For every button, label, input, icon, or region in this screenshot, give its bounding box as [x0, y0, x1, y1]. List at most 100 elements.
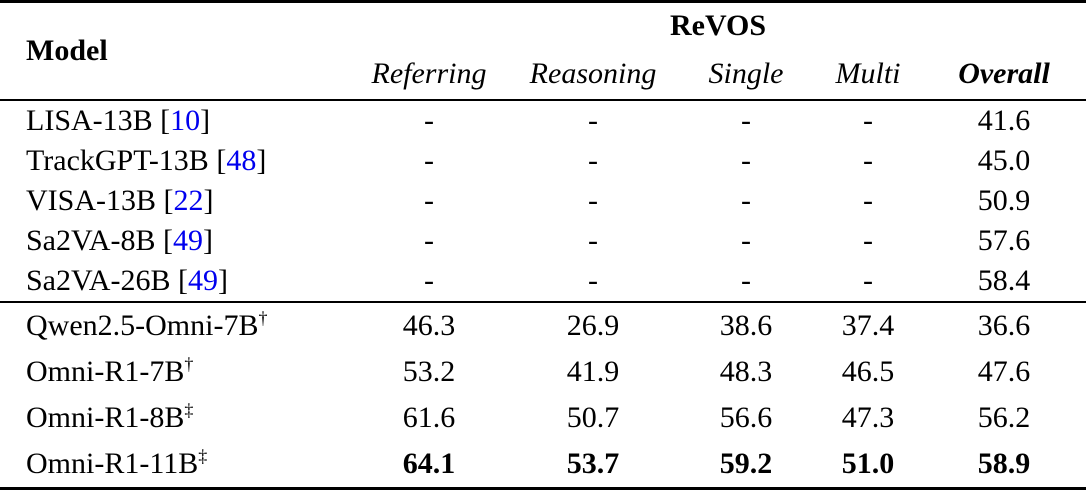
- citation-link[interactable]: 10: [170, 104, 201, 137]
- value-cell-referring: -: [424, 184, 434, 217]
- value-cell-reasoning: 26.9: [508, 301, 678, 349]
- value-cell-single: -: [741, 264, 751, 297]
- double-dagger-marker: ‡: [198, 446, 208, 466]
- model-name-cell: Omni-R1-11B‡: [0, 441, 350, 489]
- value-cell-single: 56.6: [719, 401, 773, 434]
- value-cell-referring: -: [424, 104, 434, 137]
- citation-bracket: [: [163, 184, 174, 217]
- value-cell-multi: 47.3: [841, 401, 895, 434]
- column-header-model: Model: [0, 1, 350, 101]
- value-cell-referring: -: [424, 224, 434, 257]
- citation-bracket: [: [160, 104, 171, 137]
- value-cell-reasoning: 41.9: [566, 355, 620, 388]
- column-header-overall: Overall: [922, 49, 1086, 101]
- value-cell-single: 48.3: [719, 355, 773, 388]
- value-cell-overall: 57.6: [977, 224, 1031, 257]
- value-cell-reasoning: -: [588, 144, 598, 177]
- model-name-cell: VISA-13B [22]: [0, 181, 350, 221]
- citation-link[interactable]: 49: [187, 264, 218, 297]
- value-cell-reasoning: 50.7: [566, 401, 620, 434]
- model-name: VISA-13B: [26, 184, 157, 217]
- citation-bracket: ]: [256, 144, 267, 177]
- citation-bracket: ]: [217, 264, 228, 297]
- citation-link[interactable]: 48: [226, 144, 257, 177]
- table-row-sa2va-8b: Sa2VA-8B [49] - - - - 57.6: [0, 221, 1086, 261]
- header-sub-row: Referring Reasoning Single Multi Overall: [0, 49, 1086, 101]
- column-header-multi: Multi: [814, 49, 922, 101]
- citation-bracket: [: [162, 224, 173, 257]
- value-cell-referring: -: [424, 144, 434, 177]
- table-row-sa2va-26b: Sa2VA-26B [49] - - - - 58.4: [0, 261, 1086, 302]
- model-name-cell: Qwen2.5-Omni-7B†: [0, 301, 350, 349]
- prior-work-group: LISA-13B [10] - - - - 41.6 TrackGPT-13B …: [0, 100, 1086, 302]
- value-cell-referring: 53.2: [402, 355, 456, 388]
- value-cell-single: 59.2: [719, 447, 773, 480]
- value-cell-multi: 46.5: [841, 355, 895, 388]
- value-cell-overall: 47.6: [977, 355, 1031, 388]
- model-name: Omni-R1-7B: [26, 355, 185, 388]
- value-cell-reasoning: -: [588, 264, 598, 297]
- column-header-referring: Referring: [350, 49, 508, 101]
- value-cell-reasoning: 53.7: [566, 447, 620, 480]
- model-name-cell: Sa2VA-26B [49]: [0, 261, 350, 302]
- model-name: Sa2VA-8B: [26, 224, 156, 257]
- model-name-cell: TrackGPT-13B [48]: [0, 141, 350, 181]
- value-cell-multi: -: [863, 104, 873, 137]
- table-row-trackgpt-13b: TrackGPT-13B [48] - - - - 45.0: [0, 141, 1086, 181]
- model-name: Sa2VA-26B: [26, 264, 171, 297]
- value-cell-single: -: [741, 184, 751, 217]
- table-row-qwen25-omni-7b: Qwen2.5-Omni-7B† 46.3 26.9 38.6 37.4 36.…: [0, 301, 1086, 349]
- value-cell-multi: -: [863, 184, 873, 217]
- model-name-cell: Omni-R1-7B†: [0, 349, 350, 395]
- column-header-single: Single: [678, 49, 814, 101]
- value-cell-multi: -: [863, 144, 873, 177]
- citation-bracket: [: [216, 144, 227, 177]
- value-cell-referring: -: [424, 264, 434, 297]
- value-cell-single: -: [741, 144, 751, 177]
- citation-bracket: [: [177, 264, 188, 297]
- double-dagger-marker: ‡: [184, 400, 194, 420]
- value-cell-overall: 41.6: [977, 104, 1031, 137]
- value-cell-overall: 45.0: [977, 144, 1031, 177]
- model-name-cell: Sa2VA-8B [49]: [0, 221, 350, 261]
- value-cell-single: -: [741, 104, 751, 137]
- value-cell-multi: 51.0: [841, 447, 895, 480]
- column-group-header-revos: ReVOS: [669, 9, 767, 42]
- table-row-omni-r1-8b: Omni-R1-8B‡ 61.6 50.7 56.6 47.3 56.2: [0, 395, 1086, 441]
- model-name: TrackGPT-13B: [26, 144, 209, 177]
- table-row-visa-13b: VISA-13B [22] - - - - 50.9: [0, 181, 1086, 221]
- citation-bracket: ]: [202, 224, 213, 257]
- model-name: Omni-R1-11B: [26, 447, 199, 480]
- dagger-marker: †: [258, 308, 268, 328]
- citation-bracket: ]: [200, 104, 211, 137]
- value-cell-referring: 61.6: [402, 401, 456, 434]
- value-cell-overall: 58.9: [977, 447, 1031, 480]
- value-cell-multi: -: [863, 264, 873, 297]
- value-cell-multi: 37.4: [814, 301, 922, 349]
- table-row-lisa-13b: LISA-13B [10] - - - - 41.6: [0, 100, 1086, 141]
- omni-models-group: Qwen2.5-Omni-7B† 46.3 26.9 38.6 37.4 36.…: [0, 301, 1086, 489]
- value-cell-overall: 36.6: [922, 301, 1086, 349]
- citation-link[interactable]: 22: [173, 184, 204, 217]
- value-cell-overall: 56.2: [977, 401, 1031, 434]
- column-header-reasoning: Reasoning: [508, 49, 678, 101]
- model-name-cell: LISA-13B [10]: [0, 100, 350, 141]
- value-cell-overall: 58.4: [977, 264, 1031, 297]
- value-cell-multi: -: [863, 224, 873, 257]
- value-cell-referring: 46.3: [350, 301, 508, 349]
- citation-link[interactable]: 49: [172, 224, 203, 257]
- model-name: Qwen2.5-Omni-7B: [26, 309, 259, 342]
- model-name: Omni-R1-8B: [26, 401, 185, 434]
- value-cell-single: 38.6: [678, 301, 814, 349]
- model-name: LISA-13B: [26, 104, 153, 137]
- value-cell-overall: 50.9: [977, 184, 1031, 217]
- table-row-omni-r1-11b: Omni-R1-11B‡ 64.1 53.7 59.2 51.0 58.9: [0, 441, 1086, 489]
- dagger-marker: †: [184, 354, 194, 374]
- value-cell-reasoning: -: [588, 104, 598, 137]
- header-group-row: Model ReVOS: [0, 1, 1086, 101]
- model-name-cell: Omni-R1-8B‡: [0, 395, 350, 441]
- table-row-omni-r1-7b: Omni-R1-7B† 53.2 41.9 48.3 46.5 47.6: [0, 349, 1086, 395]
- value-cell-reasoning: -: [588, 184, 598, 217]
- value-cell-reasoning: -: [588, 224, 598, 257]
